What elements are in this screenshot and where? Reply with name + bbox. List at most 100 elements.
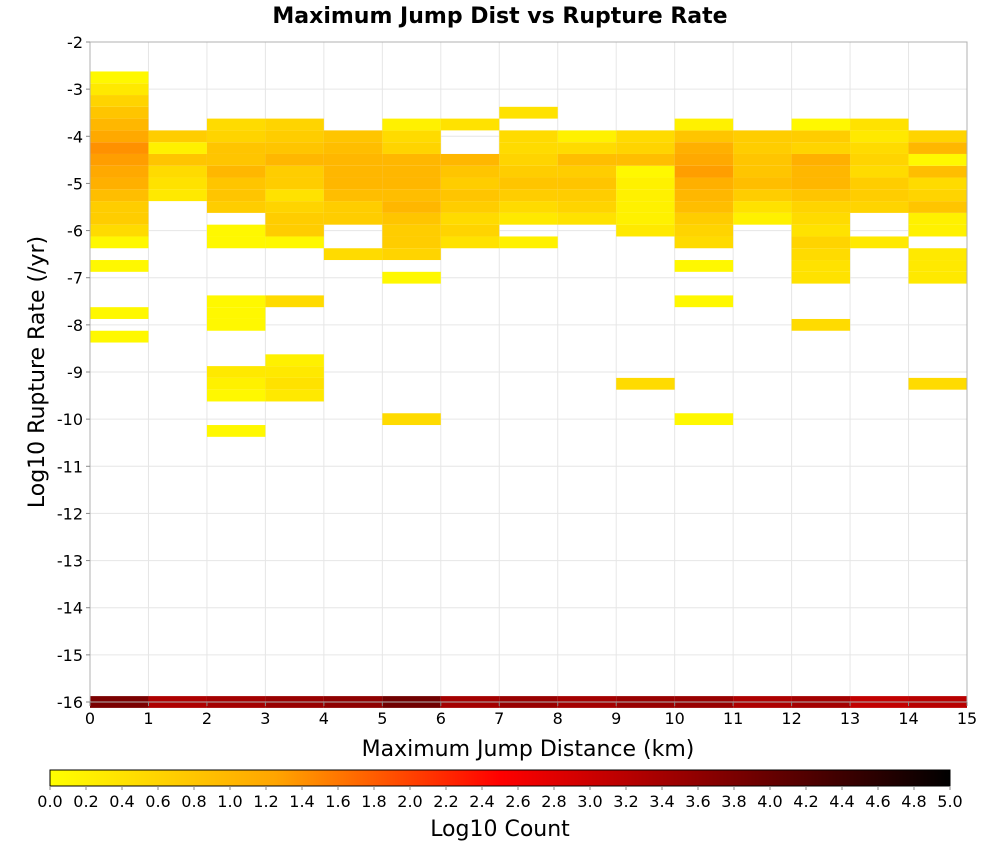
x-tick-label: 15 [957, 709, 977, 728]
heatmap-cell [440, 177, 500, 190]
heatmap-cell [616, 189, 675, 202]
heatmap-cell [265, 177, 324, 190]
heatmap-cell [206, 377, 266, 390]
heatmap-cell [674, 212, 734, 225]
heatmap-cell [674, 413, 734, 426]
colorbar-tick-label: 1.2 [253, 792, 278, 811]
heatmap-cell [206, 236, 266, 249]
heatmap-cell [382, 153, 441, 166]
x-tick-label: 0 [85, 709, 95, 728]
heatmap-cell [440, 236, 500, 249]
heatmap-cell [206, 142, 266, 154]
heatmap-cell [148, 165, 207, 178]
x-tick-label: 4 [319, 709, 329, 728]
heatmap-cell [90, 165, 149, 178]
heatmap-cell [616, 142, 675, 154]
colorbar-tick-label: 4.6 [865, 792, 890, 811]
colorbar-tick-label: 2.2 [433, 792, 458, 811]
heatmap-cell [616, 377, 675, 390]
heatmap-cell [323, 153, 383, 166]
heatmap-cell [499, 142, 558, 154]
colorbar-tick-label: 1.8 [361, 792, 386, 811]
heatmap-cell [382, 271, 441, 284]
heatmap-cell [323, 165, 383, 178]
colorbar-tick-label: 0.2 [73, 792, 98, 811]
heatmap-cell [323, 201, 383, 213]
heatmap-cell [733, 130, 792, 143]
colorbar-tick-label: 3.2 [613, 792, 638, 811]
x-tick-label: 11 [723, 709, 743, 728]
colorbar-tick-label: 3.6 [685, 792, 710, 811]
heatmap-cell [206, 318, 266, 331]
heatmap-cell [850, 201, 909, 213]
heatmap-cell [674, 130, 734, 143]
heatmap-cell [90, 307, 149, 319]
heatmap-cell [791, 130, 851, 143]
colorbar [49, 769, 951, 787]
y-tick-label: -10 [57, 410, 83, 429]
heatmap-cell [148, 153, 207, 166]
heatmap-cell [499, 201, 558, 213]
heatmap-cell [382, 236, 441, 249]
heatmap-cell [791, 224, 851, 237]
heatmap-cell [791, 318, 851, 331]
heatmap-cell [206, 295, 266, 308]
heatmap-cell [90, 106, 149, 119]
y-tick-label: -6 [67, 222, 83, 241]
heatmap-cell [908, 212, 967, 225]
heatmap-cell [265, 236, 324, 249]
heatmap-cell [90, 71, 149, 84]
heatmap-cell [382, 142, 441, 154]
heatmap-cell [674, 201, 734, 213]
colorbar-ticks: 0.0 0.2 0.4 0.6 0.8 1.0 1.2 1.4 1.6 1.8 2.0 2.2 2.4 2… [37, 786, 963, 811]
heatmap-cell [323, 189, 383, 202]
heatmap-cell [791, 236, 851, 249]
x-tick-label: 8 [553, 709, 563, 728]
heatmap-cell [557, 165, 617, 178]
heatmap-cell [265, 354, 324, 367]
heatmap-cell [206, 153, 266, 166]
heatmap-cell [557, 201, 617, 213]
heatmap-cell [908, 201, 967, 213]
x-axis-label: Maximum Jump Distance (km) [362, 737, 695, 762]
heatmap-cell [90, 260, 149, 272]
y-tick-label: -4 [67, 127, 83, 146]
heatmap-cell [206, 130, 266, 143]
heatmap-cell [791, 118, 851, 131]
heatmap-cell [557, 189, 617, 202]
heatmap-cell [616, 177, 675, 190]
heatmap-cell [265, 224, 324, 237]
colorbar-tick-label: 0.4 [109, 792, 134, 811]
heatmap-cell [90, 83, 149, 96]
heatmap-cell [323, 177, 383, 190]
heatmap-cell [206, 201, 266, 213]
heatmap-cell [265, 189, 324, 202]
heatmap-cell [674, 165, 734, 178]
heatmap-cell [557, 212, 617, 225]
x-tick-label: 5 [377, 709, 387, 728]
chart-title: Maximum Jump Dist vs Rupture Rate [272, 4, 727, 29]
heatmap-cell [265, 153, 324, 166]
heatmap-cell [791, 260, 851, 272]
heatmap-cell [499, 189, 558, 202]
heatmap-cell [557, 177, 617, 190]
heatmap-cell [382, 118, 441, 131]
heatmap-cell [90, 177, 149, 190]
colorbar-tick-label: 1.4 [289, 792, 314, 811]
heatmap-cell [850, 130, 909, 143]
heatmap-cell [90, 224, 149, 237]
x-tick-label: 13 [840, 709, 860, 728]
y-tick-label: -14 [57, 599, 83, 618]
heatmap-cell [499, 236, 558, 249]
colorbar-tick-label: 2.0 [397, 792, 422, 811]
colorbar-label: Log10 Count [430, 817, 570, 842]
colorbar-tick-label: 4.8 [901, 792, 926, 811]
heatmap-cell [206, 165, 266, 178]
heatmap-cell [265, 212, 324, 225]
heatmap-cell [90, 118, 149, 131]
heatmap-cell [499, 177, 558, 190]
colorbar-tick-label: 2.4 [469, 792, 494, 811]
heatmap-cell [850, 189, 909, 202]
colorbar-tick-label: 3.0 [577, 792, 602, 811]
